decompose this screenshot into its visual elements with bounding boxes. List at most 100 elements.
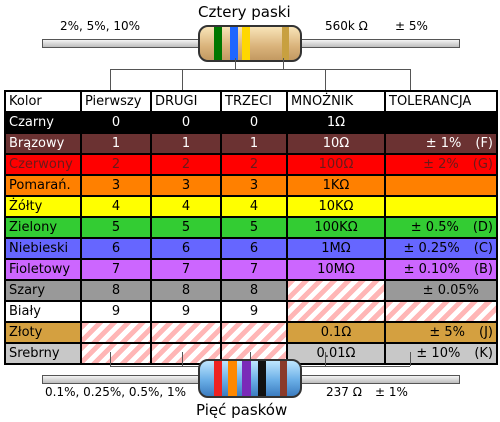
digit-2: 6 <box>150 237 222 260</box>
multiplier-cell: 0.01Ω <box>286 342 386 365</box>
digit-3: 1 <box>220 132 288 155</box>
multiplier-cell <box>286 300 386 323</box>
table-row: Brązowy 1 1 1 10Ω ± 1% (F) <box>4 132 498 155</box>
multiplier-cell: 100Ω <box>286 153 386 176</box>
bottom-right-lead <box>300 375 460 384</box>
tolerance-letter: (D) <box>472 220 493 235</box>
bottom-left-lead <box>42 375 202 384</box>
multiplier-cell <box>286 279 386 302</box>
digit-2: 2 <box>150 153 222 176</box>
top-left-lead <box>42 39 202 48</box>
top-right-lead <box>300 39 460 48</box>
top-resistance-value: 560k Ω <box>325 19 368 33</box>
multiplier-cell: 10KΩ <box>286 195 386 218</box>
digit-2: 9 <box>150 300 222 323</box>
digit-2: 3 <box>150 174 222 197</box>
tolerance-cell: ± 0.25% (C) <box>384 237 498 260</box>
color-name: Żółty <box>4 195 82 218</box>
tolerance-cell <box>384 300 498 323</box>
header-third: TRZECI <box>220 90 288 113</box>
digit-1: 1 <box>80 132 152 155</box>
top-title: Cztery paski <box>198 3 291 21</box>
table-row: Pomarań. 3 3 3 1KΩ <box>4 174 498 197</box>
bottom-band-5 <box>280 361 287 396</box>
multiplier-cell: 10Ω <box>286 132 386 155</box>
digit-1 <box>80 321 152 344</box>
table-row: Czerwony 2 2 2 100Ω ± 2% (G) <box>4 153 498 176</box>
digit-2 <box>150 321 222 344</box>
digit-3: 7 <box>220 258 288 281</box>
tolerance-value: ± 0.25% <box>403 241 460 256</box>
multiplier-cell: 0.1Ω <box>286 321 386 344</box>
table-row: Czarny 0 0 0 1Ω <box>4 111 498 134</box>
top-connector-d2 <box>182 69 183 90</box>
table-row: Niebieski 6 6 6 1MΩ ± 0.25% (C) <box>4 237 498 260</box>
digit-1: 0 <box>80 111 152 134</box>
tolerance-cell <box>384 111 498 134</box>
color-name: Czarny <box>4 111 82 134</box>
digit-2: 8 <box>150 279 222 302</box>
color-name: Brązowy <box>4 132 82 155</box>
bottom-connector-d1 <box>110 352 111 366</box>
tolerance-cell: ± 2% (G) <box>384 153 498 176</box>
color-name: Zielony <box>4 216 82 239</box>
top-band-3 <box>242 27 250 60</box>
tolerance-letter: (C) <box>473 241 493 256</box>
header-second: DRUGI <box>150 90 222 113</box>
digit-1: 2 <box>80 153 152 176</box>
tolerance-cell: ± 0.10% (B) <box>384 258 498 281</box>
top-band-2 <box>230 27 238 60</box>
top-connector <box>110 69 410 70</box>
digit-2: 5 <box>150 216 222 239</box>
multiplier-cell: 1Ω <box>286 111 386 134</box>
tolerance-value: ± 10% <box>416 346 461 361</box>
top-band-1 <box>214 27 222 60</box>
bottom-connector-mult <box>325 352 326 366</box>
bottom-band-3 <box>242 361 251 396</box>
digit-3: 5 <box>220 216 288 239</box>
tolerance-cell <box>384 174 498 197</box>
tolerance-cell: ± 1% (F) <box>384 132 498 155</box>
tolerance-letter: (B) <box>473 262 493 277</box>
tolerance-letter: (G) <box>472 157 493 172</box>
color-name: Pomarań. <box>4 174 82 197</box>
bottom-tolerance-options: 0.1%, 0.25%, 0.5%, 1% <box>45 385 187 399</box>
table-header-row: Kolor Pierwszy DRUGI TRZECI MNOŻNIK TOLE… <box>4 90 498 113</box>
digit-3: 8 <box>220 279 288 302</box>
digit-2: 7 <box>150 258 222 281</box>
bottom-title: Pięć pasków <box>196 401 288 419</box>
top-tolerance-value: ± 5% <box>395 19 428 33</box>
five-band-resistor <box>198 359 302 398</box>
digit-1: 5 <box>80 216 152 239</box>
bottom-connector-tol <box>410 352 411 366</box>
tolerance-letter: (J) <box>479 325 493 340</box>
color-name: Szary <box>4 279 82 302</box>
color-name: Niebieski <box>4 237 82 260</box>
tolerance-cell: ± 0.05% <box>384 279 498 302</box>
header-color: Kolor <box>4 90 82 113</box>
header-tolerance: TOLERANCJA <box>384 90 498 113</box>
bottom-resistance-value: 237 Ω <box>326 385 362 399</box>
table-row: Szary 8 8 8 ± 0.05% <box>4 279 498 302</box>
color-name: Srebrny <box>4 342 82 365</box>
tolerance-cell <box>384 195 498 218</box>
top-band-4 <box>282 27 289 60</box>
header-multiplier: MNOŻNIK <box>286 90 386 113</box>
bottom-connector-d2 <box>182 352 183 366</box>
color-name: Biały <box>4 300 82 323</box>
digit-1 <box>80 342 152 365</box>
top-connector-d1 <box>110 69 111 90</box>
tolerance-cell: ± 10% (K) <box>384 342 498 365</box>
tolerance-value: ± 5% <box>429 325 466 340</box>
digit-3: 0 <box>220 111 288 134</box>
digit-3: 6 <box>220 237 288 260</box>
four-band-resistor <box>198 25 302 62</box>
table-row: Srebrny 0.01Ω ± 10% (K) <box>4 342 498 365</box>
digit-3: 2 <box>220 153 288 176</box>
digit-1: 3 <box>80 174 152 197</box>
tolerance-value: ± 0.05% <box>422 283 479 298</box>
digit-3 <box>220 321 288 344</box>
digit-1: 6 <box>80 237 152 260</box>
table-row: Żółty 4 4 4 10KΩ <box>4 195 498 218</box>
color-name: Fioletowy <box>4 258 82 281</box>
